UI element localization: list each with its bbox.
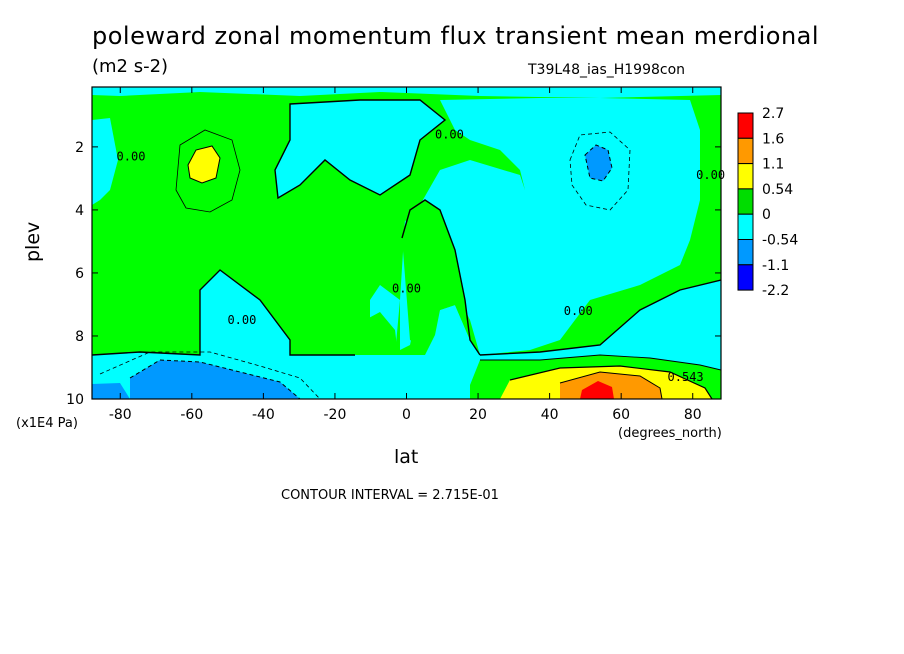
colorbar-swatch (737, 188, 754, 215)
contour-label: 0.00 (696, 168, 725, 182)
colorbar-label: 0 (762, 207, 771, 223)
x-tick-label: 20 (469, 407, 487, 423)
x-axis-label: lat (394, 446, 419, 468)
chart-title: poleward zonal momentum flux transient m… (92, 22, 820, 50)
colorbar-label: 2.7 (762, 106, 784, 122)
run-label: T39L48_ias_H1998con (528, 62, 686, 78)
x-axis-units: (degrees_north) (618, 426, 722, 441)
contour-upper-right-outer (569, 131, 631, 211)
contour-labels: 0.00 0.00 0.00 0.00 0.00 0.00 0.543 (117, 127, 726, 384)
contour-label: 0.00 (564, 304, 593, 318)
y-axis-label: plev (22, 221, 44, 262)
y-axis-units: (x1E4 Pa) (16, 416, 78, 431)
colorbar-label: 0.54 (762, 182, 793, 198)
x-tick-label: 80 (684, 407, 702, 423)
contour-upper-right-min (584, 144, 613, 182)
colorbar-swatch (737, 137, 754, 165)
colorbar-label: 1.6 (762, 131, 784, 147)
y-tick-label: 10 (66, 392, 84, 408)
contour-zero-lower-right (479, 279, 721, 356)
x-tick-label: -40 (252, 407, 275, 423)
y-tick-label: 2 (75, 140, 84, 156)
region-pos-red-lower-right (580, 381, 614, 399)
contour-interval: CONTOUR INTERVAL = 2.715E-01 (281, 488, 499, 503)
region-neg-mid-lower-left (130, 360, 300, 399)
region-neg-upper-left (92, 118, 118, 205)
colorbar-label: -1.1 (762, 258, 789, 274)
contour-label: 0.00 (227, 313, 256, 327)
contour-layer (92, 99, 721, 399)
x-tick-label: -20 (324, 407, 347, 423)
x-tick-label: 0 (402, 407, 411, 423)
contour-positive-lower-right (480, 354, 721, 371)
y-tick-label: 6 (75, 266, 84, 282)
colorbar-swatch (737, 264, 754, 291)
contour-zero-lower-left (92, 269, 355, 356)
x-tick-label: -60 (180, 407, 203, 423)
colorbar: 2.7 1.6 1.1 0.54 0 -0.54 -1.1 -2.2 (737, 106, 798, 299)
colorbar-swatch (737, 163, 754, 190)
contour-upper-left-max (187, 145, 221, 184)
contour-lower-left-outer (99, 351, 321, 399)
x-tick-label: 40 (541, 407, 559, 423)
region-pos-small-tropic (355, 312, 398, 355)
colorbar-swatch (737, 213, 754, 240)
contour-label: 0.543 (668, 370, 704, 384)
x-tick-label: 60 (612, 407, 630, 423)
colorbar-swatch (737, 239, 754, 266)
colorbar-label: -2.2 (762, 283, 789, 299)
region-pos-equator (402, 200, 470, 345)
contour-zero-equator (401, 199, 481, 356)
contour-label: 0.00 (435, 127, 464, 141)
region-neg-upper-right (420, 98, 700, 355)
contour-lower-left-min (129, 359, 301, 399)
region-neg-lower (92, 220, 721, 399)
region-neg-blue-upper-right (585, 145, 612, 181)
field-layer (92, 87, 721, 399)
contour-label: 0.00 (392, 282, 421, 296)
colorbar-label: 1.1 (762, 157, 784, 173)
axis-ticks: -80 -60 -40 -20 0 20 40 60 80 2 4 6 8 10 (66, 87, 721, 423)
contour-upper-left-outer (175, 129, 241, 213)
contour-zero-upper-mid (274, 99, 447, 200)
y-tick-label: 8 (75, 329, 84, 345)
x-tick-label: -80 (109, 407, 132, 423)
contour-label: 0.00 (117, 149, 146, 163)
region-pos-yellow-upper-left (188, 146, 220, 183)
colorbar-swatch (737, 112, 754, 139)
region-neg-upper-mid (275, 100, 445, 198)
chart-units: (m2 s-2) (92, 56, 169, 77)
contour-1-1 (559, 371, 663, 399)
colorbar-label: -0.54 (762, 233, 798, 249)
y-tick-label: 4 (75, 203, 84, 219)
contour-0543 (509, 365, 713, 399)
